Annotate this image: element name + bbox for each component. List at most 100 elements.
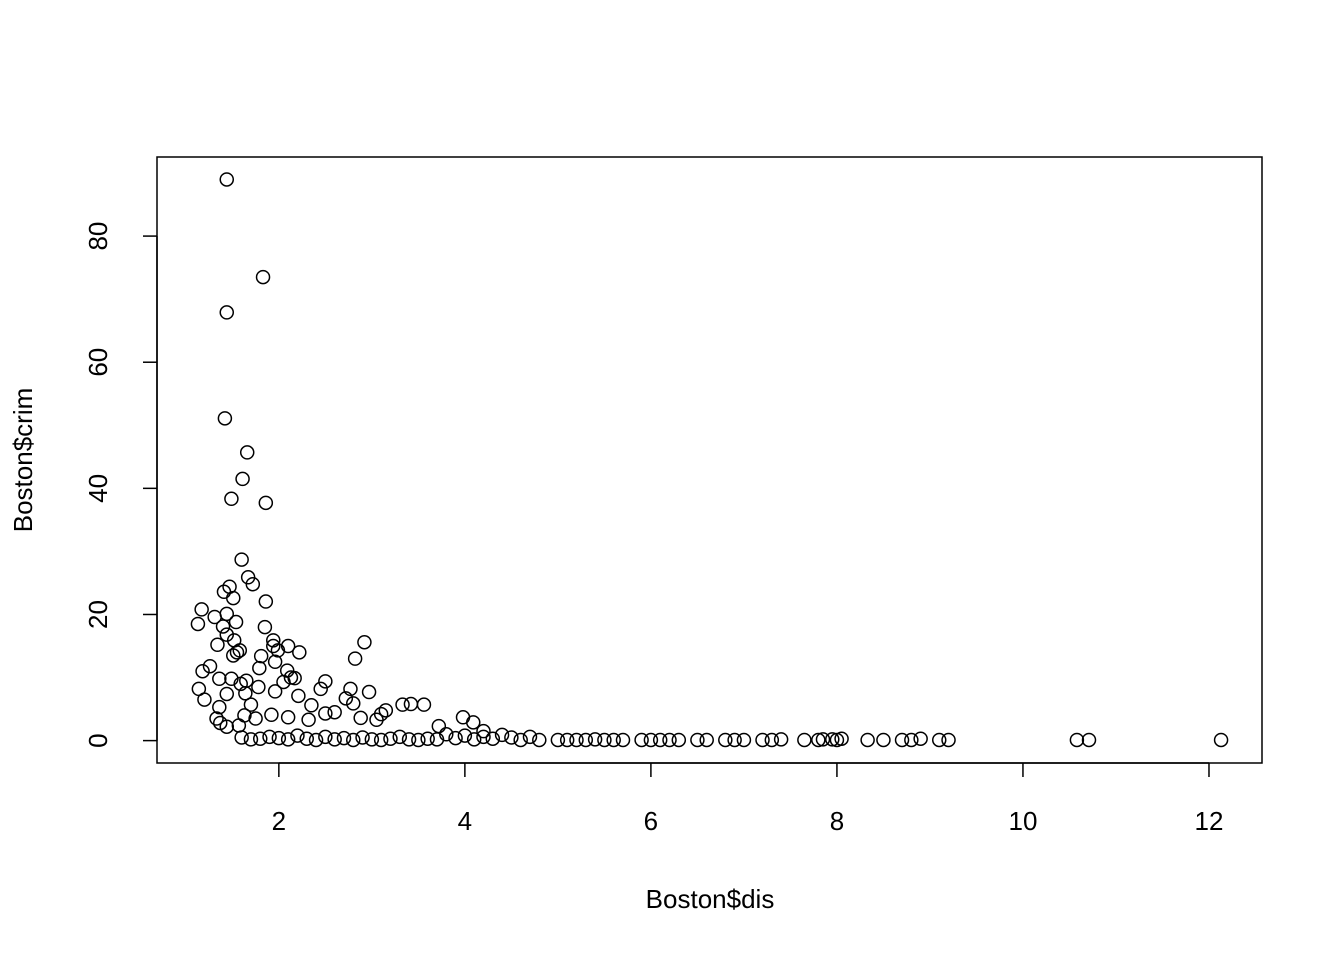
point: [1213, 732, 1229, 748]
point: [212, 671, 227, 687]
point: [271, 730, 287, 746]
point: [195, 663, 210, 679]
point: [228, 614, 244, 630]
point: [299, 731, 315, 746]
point: [736, 732, 752, 748]
point: [217, 411, 233, 426]
point: [291, 688, 306, 704]
x-tick-label: 4: [458, 806, 472, 836]
point: [941, 732, 956, 748]
y-axis-title: Boston$crim: [8, 388, 38, 533]
point: [262, 729, 277, 745]
point: [615, 732, 631, 748]
point: [318, 729, 333, 745]
point: [212, 699, 227, 715]
point: [237, 708, 252, 723]
point: [773, 732, 789, 747]
point: [258, 495, 274, 511]
point: [245, 576, 261, 592]
point: [550, 732, 566, 748]
point: [913, 731, 928, 746]
point: [267, 654, 283, 670]
point: [1069, 732, 1085, 748]
point: [355, 730, 370, 745]
point: [216, 584, 232, 600]
point: [671, 732, 687, 748]
point: [353, 710, 368, 726]
point: [420, 731, 435, 746]
point: [569, 732, 584, 748]
point: [476, 729, 491, 745]
point: [252, 660, 267, 676]
point: [401, 732, 417, 747]
point: [373, 706, 389, 722]
point: [465, 715, 481, 730]
point: [190, 616, 206, 632]
point: [219, 686, 235, 702]
y-tick-label: 40: [83, 474, 113, 503]
point: [280, 732, 296, 747]
point: [347, 651, 363, 666]
point: [1081, 732, 1097, 748]
point: [411, 732, 426, 748]
point: [346, 696, 361, 711]
y-tick-label: 0: [83, 733, 113, 747]
point: [238, 686, 253, 701]
point: [267, 684, 283, 699]
point: [727, 732, 742, 748]
point: [457, 728, 473, 743]
point: [292, 645, 307, 660]
y-tick-label: 80: [83, 222, 113, 251]
point: [825, 732, 840, 747]
point: [378, 703, 394, 718]
point: [270, 643, 286, 658]
point: [219, 305, 235, 320]
point: [234, 552, 249, 567]
point: [597, 732, 612, 748]
point: [257, 619, 273, 635]
point: [346, 732, 361, 748]
point: [662, 732, 677, 748]
point: [448, 730, 463, 746]
point: [931, 732, 947, 748]
point: [219, 627, 235, 642]
point: [243, 697, 259, 712]
point: [699, 732, 714, 748]
point: [834, 731, 849, 746]
point: [248, 711, 263, 726]
point: [395, 697, 410, 712]
point: [290, 728, 305, 743]
point: [338, 691, 354, 706]
point: [361, 684, 377, 700]
point: [466, 732, 482, 747]
point: [234, 730, 249, 745]
point: [904, 732, 919, 748]
point: [251, 679, 266, 695]
point: [301, 712, 316, 728]
point: [209, 711, 224, 726]
point: [224, 491, 239, 507]
point: [876, 732, 891, 748]
x-tick-label: 12: [1195, 806, 1224, 836]
point: [215, 619, 231, 634]
point: [308, 732, 324, 748]
y-tick-label: 60: [83, 348, 113, 377]
point: [280, 710, 296, 725]
point: [194, 602, 209, 617]
point: [224, 671, 239, 687]
point: [652, 732, 668, 748]
point: [336, 730, 352, 746]
point: [860, 732, 875, 748]
point: [392, 729, 408, 745]
point: [276, 674, 291, 690]
point: [239, 445, 255, 460]
point: [504, 730, 519, 745]
plot-frame: [156, 156, 1263, 764]
point: [226, 648, 241, 663]
point: [313, 681, 328, 697]
point: [318, 674, 333, 689]
point: [243, 732, 259, 747]
point: [226, 590, 241, 606]
point: [634, 732, 649, 748]
